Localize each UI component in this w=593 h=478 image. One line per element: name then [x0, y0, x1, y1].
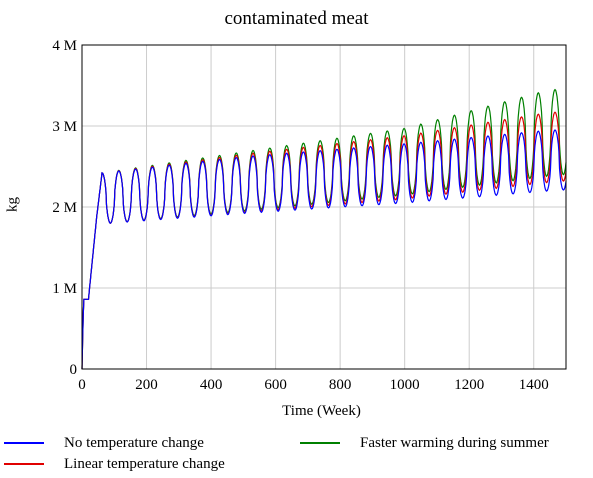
- y-tick-label: 1 M: [52, 281, 77, 297]
- series-line: [82, 90, 566, 369]
- x-tick-label: 600: [264, 377, 287, 393]
- series-lines: [82, 90, 566, 369]
- legend-item-no-temperature-change: No temperature change: [4, 434, 204, 452]
- y-tick-label: 0: [70, 362, 78, 378]
- x-tick-label: 1000: [390, 377, 420, 393]
- x-tick-label: 1400: [519, 377, 549, 393]
- chart-plot: 0 200 400 600 800 1000 1200 1400 0 1 M 2 M 3 M 4 M: [0, 0, 593, 400]
- legend-label: No temperature change: [64, 435, 204, 452]
- legend-swatch-green: [300, 442, 340, 444]
- y-axis-label: kg: [5, 190, 22, 220]
- x-tick-label: 0: [78, 377, 86, 393]
- x-tick-label: 800: [329, 377, 352, 393]
- legend-item-linear-temperature-change: Linear temperature change: [4, 455, 225, 473]
- legend-label: Linear temperature change: [64, 456, 225, 473]
- x-axis-label: Time (Week): [0, 403, 593, 420]
- legend-swatch-red: [4, 463, 44, 465]
- x-tick-label: 400: [200, 377, 223, 393]
- legend-swatch-blue: [4, 442, 44, 444]
- series-line: [82, 112, 566, 369]
- y-tick-label: 4 M: [52, 38, 77, 54]
- y-tick-label: 2 M: [52, 200, 77, 216]
- tick-labels: 0 200 400 600 800 1000 1200 1400 0 1 M 2 M 3 M 4 M: [52, 38, 548, 393]
- x-tick-label: 1200: [454, 377, 484, 393]
- grid-lines: [82, 45, 566, 369]
- y-tick-label: 3 M: [52, 119, 77, 135]
- legend-label: Faster warming during summer: [360, 435, 549, 452]
- x-tick-label: 200: [135, 377, 158, 393]
- legend-item-faster-warming: Faster warming during summer: [300, 434, 549, 452]
